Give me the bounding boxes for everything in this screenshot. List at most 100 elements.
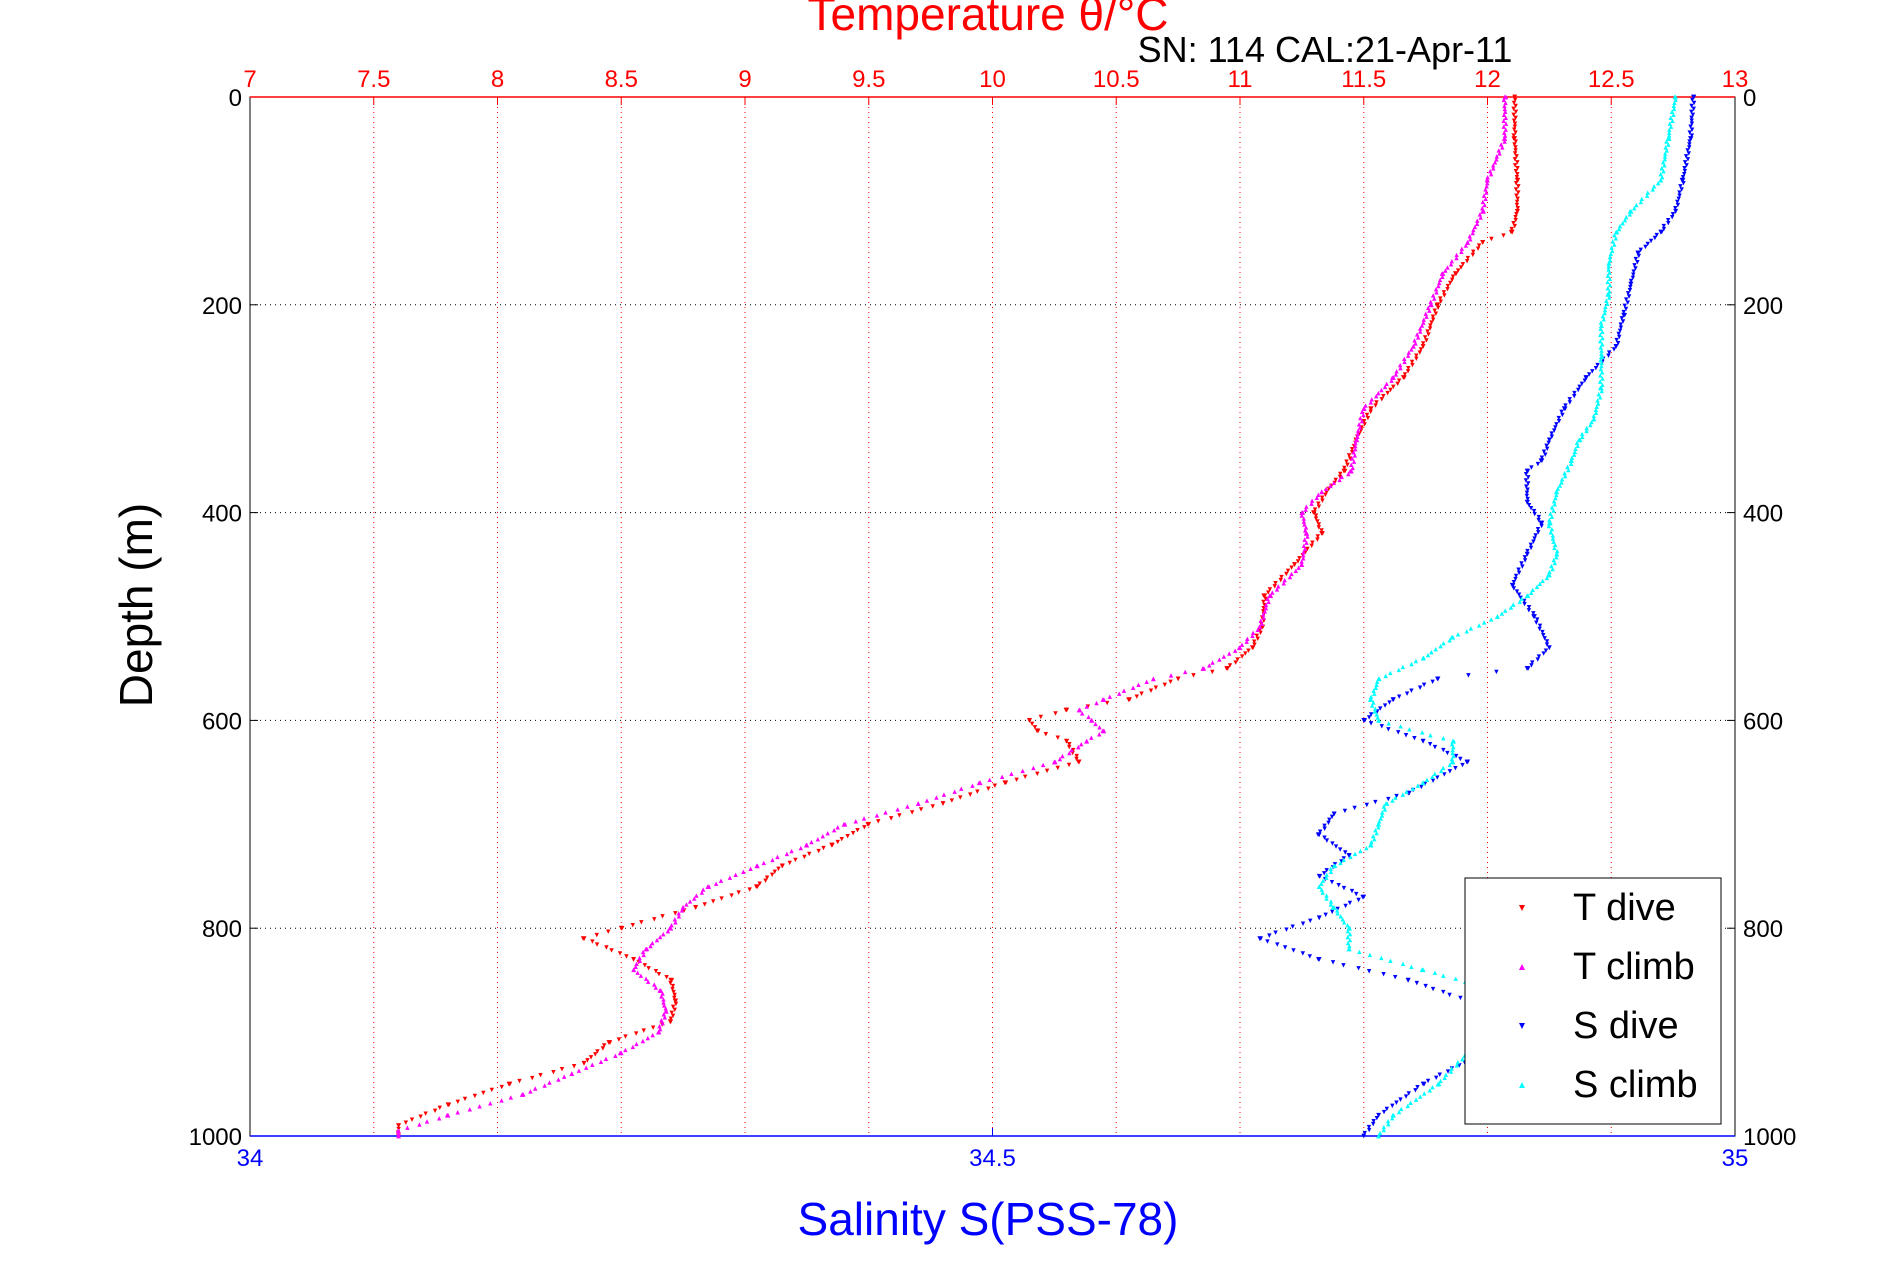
data-point [1413,341,1418,346]
data-point [1373,706,1378,711]
data-point [661,1000,666,1005]
data-point [1427,741,1433,747]
data-point [1210,669,1215,675]
data-point [770,857,775,863]
data-point [1666,220,1671,226]
data-point [1605,273,1611,278]
data-point [1474,221,1480,226]
data-point [1342,465,1347,471]
data-point [670,986,675,992]
data-point [1494,669,1499,675]
data-point [1544,446,1550,451]
data-point [1322,823,1327,828]
data-point [1398,365,1403,371]
data-point [1117,691,1122,696]
data-point [741,869,746,874]
data-point [1368,842,1374,848]
data-point [1262,609,1268,614]
data-point [1341,468,1347,474]
data-point [1409,347,1414,352]
data-point [1597,332,1603,338]
data-point [1627,212,1633,217]
data-point [1324,868,1329,873]
data-point [754,863,760,869]
data-point [1616,226,1622,232]
data-point [1503,608,1508,613]
data-point [1328,902,1334,907]
data-point [1293,568,1299,573]
data-point [1623,306,1629,312]
data-point [1450,738,1456,744]
data-point [1652,235,1658,241]
data-point [561,1074,567,1079]
data-point [1554,492,1559,498]
data-point [1376,825,1381,830]
data-point [631,967,637,973]
data-point [1530,587,1535,592]
data-point [1682,169,1688,174]
data-point [1595,362,1600,368]
data-point [1606,292,1612,297]
data-point [1319,495,1325,500]
data-point [1227,651,1232,656]
data-point [634,1031,639,1036]
data-point [1417,685,1423,690]
data-point [1501,97,1507,103]
data-point [1584,425,1589,431]
data-point [1420,730,1425,735]
data-point [1276,584,1281,589]
data-point [1379,955,1384,961]
data-point [1606,264,1611,269]
data-point [821,845,826,851]
data-point [1333,844,1339,849]
data-point [1532,511,1537,517]
data-point [1316,501,1321,506]
data-point [1679,187,1684,192]
data-point [909,810,915,815]
data-point [1687,145,1692,150]
data-point [670,1004,676,1010]
data-point [1040,762,1046,768]
data-point [445,1112,451,1118]
data-point [1303,528,1308,533]
data-point [1265,939,1270,944]
data-point [1565,464,1570,470]
data-point [1338,914,1343,919]
data-point [1535,527,1541,532]
data-point [1341,885,1347,891]
data-point [1330,960,1336,965]
data-point [1484,190,1489,195]
data-point [1381,972,1386,977]
data-point [1328,483,1333,489]
data-point [1562,470,1567,476]
data-point [673,911,678,916]
data-point [1535,461,1541,467]
data-point [1458,265,1464,270]
data-point [1317,829,1323,834]
data-point [1539,455,1545,460]
data-point [1430,1084,1435,1090]
depth-tick-label-right: 800 [1743,916,1783,943]
data-point [1060,753,1065,759]
data-point [1468,626,1474,631]
data-point [1405,369,1411,374]
data-point [1428,302,1433,308]
data-point [1372,836,1377,842]
data-point [1328,899,1334,904]
data-point [1418,1094,1423,1099]
data-point [1511,133,1516,138]
data-point [1464,629,1469,634]
data-point [1121,688,1127,693]
data-point [1307,954,1313,959]
data-point [672,917,678,922]
data-point [1246,648,1251,653]
data-point [1250,630,1256,636]
data-point [1665,217,1671,223]
data-point [1576,387,1581,393]
data-point [1689,121,1695,126]
data-point [1490,163,1496,168]
data-point [1364,802,1369,808]
data-point [1525,496,1530,502]
data-point [820,833,826,839]
data-point [663,1006,668,1011]
